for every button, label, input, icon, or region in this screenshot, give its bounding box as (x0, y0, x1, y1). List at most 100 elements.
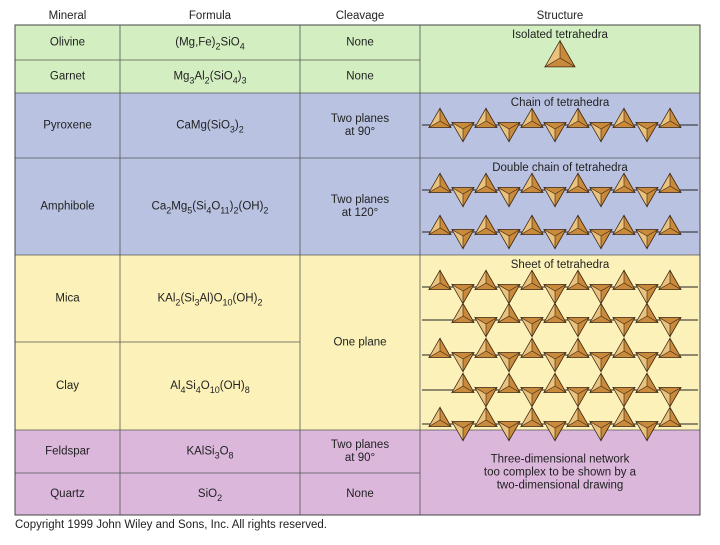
tetrahedron-edge (623, 185, 636, 193)
tetrahedron-edge (508, 352, 521, 360)
mineral-name: Clay (56, 380, 79, 392)
tetrahedron-face (543, 186, 556, 208)
tetrahedron-edge (462, 352, 475, 360)
tetrahedron-edge (554, 187, 567, 195)
mineral-name: Feldspar (45, 446, 90, 458)
tetrahedron-edge (623, 227, 636, 235)
tetrahedron-edge (462, 315, 475, 323)
tetrahedron-edge (485, 120, 498, 128)
tetrahedron-face (566, 269, 579, 291)
tetrahedron-edge (577, 120, 590, 128)
tetrahedron-face (658, 107, 671, 129)
tetrahedron-face (589, 372, 602, 394)
formula: Mg3Al2(SiO4)3 (173, 71, 246, 86)
tetrahedron-edge (508, 187, 521, 195)
tetrahedron-edge (554, 315, 567, 323)
tetrahedron-edge (600, 352, 613, 360)
tetrahedron-face (658, 386, 671, 408)
tetrahedron-edge (669, 227, 682, 235)
tetrahedron-edge (646, 385, 659, 393)
tetrahedron-edge (646, 352, 659, 360)
tetrahedron-face (566, 172, 579, 194)
tetrahedron-edge (508, 122, 521, 130)
tetrahedron-edge (485, 350, 498, 358)
tetrahedron-edge (669, 282, 682, 290)
tetrahedron-face (497, 228, 510, 250)
tetrahedron-edge (531, 317, 544, 325)
tetrahedron-edge (485, 387, 498, 395)
tetrahedron-edge (577, 387, 590, 395)
tetrahedron-edge (508, 385, 521, 393)
tetrahedron-face (497, 351, 510, 373)
tetrahedron-face (474, 406, 487, 428)
tetrahedron-edge (623, 419, 636, 427)
tetrahedron-face (451, 372, 464, 394)
column-header: Mineral (49, 10, 87, 22)
tetrahedron-face (520, 214, 533, 236)
row-background (15, 25, 700, 60)
tetrahedron-edge (554, 352, 567, 360)
tetrahedron-edge (439, 282, 452, 290)
tetrahedron-face (474, 107, 487, 129)
mineral-name: Olivine (50, 37, 85, 49)
tetrahedron-face (428, 172, 441, 194)
cleavage-text: Two planes (331, 439, 389, 451)
tetrahedron-edge (554, 284, 567, 292)
tetrahedron-edge (485, 419, 498, 427)
tetrahedron-face (543, 420, 556, 442)
formula: SiO2 (198, 488, 222, 503)
formula: Al4Si4O10(OH)8 (170, 380, 249, 395)
tetrahedron-face (428, 214, 441, 236)
tetrahedron-edge (531, 120, 544, 128)
tetrahedron-edge (508, 229, 521, 237)
row-background (15, 430, 700, 473)
tetrahedron-face (589, 186, 602, 208)
tetrahedron-edge (646, 122, 659, 130)
mineral-name: Amphibole (40, 201, 94, 213)
structure-text: Sheet of tetrahedra (511, 259, 610, 271)
cleavage-text: None (346, 488, 374, 500)
tetrahedron-face (544, 39, 561, 68)
cleavage-text: None (346, 37, 374, 49)
structure-text: Three-dimensional network (491, 454, 630, 466)
tetrahedron-face (520, 316, 533, 338)
tetrahedron-edge (508, 421, 521, 429)
formula: (Mg,Fe)2SiO4 (175, 37, 244, 52)
tetrahedron-face (566, 214, 579, 236)
tetrahedron-edge (646, 315, 659, 323)
tetrahedron-face (612, 316, 625, 338)
tetrahedron-face (451, 283, 464, 305)
tetrahedron-edge (462, 122, 475, 130)
tetrahedron-edge (439, 419, 452, 427)
tetrahedron-edge (600, 385, 613, 393)
structure-text: Isolated tetrahedra (512, 29, 609, 41)
tetrahedron-edge (485, 227, 498, 235)
formula: KAl2(Si3Al)O10(OH)2 (158, 293, 263, 308)
tetrahedron-face (451, 186, 464, 208)
tetrahedron-edge (462, 229, 475, 237)
tetrahedron-face (589, 121, 602, 143)
tetrahedron-edge (554, 385, 567, 393)
tetrahedron-edge (531, 185, 544, 193)
tetrahedron-edge (508, 284, 521, 292)
tetrahedron-edge (669, 120, 682, 128)
tetrahedron-face (612, 386, 625, 408)
tetrahedron-edge (554, 421, 567, 429)
tetrahedron-edge (531, 282, 544, 290)
tetrahedron-edge (439, 185, 452, 193)
cleavage-text: Two planes (331, 113, 389, 125)
copyright: Copyright 1999 John Wiley and Sons, Inc.… (15, 519, 327, 531)
tetrahedron-edge (508, 315, 521, 323)
tetrahedron-edge (600, 187, 613, 195)
tetrahedron-face (428, 337, 441, 359)
tetrahedron-edge (462, 284, 475, 292)
tetrahedron-edge (485, 282, 498, 290)
tetrahedron-face (612, 406, 625, 428)
column-header: Formula (189, 10, 232, 22)
tetrahedron-face (589, 283, 602, 305)
formula: Ca2Mg5(Si4O11)2(OH)2 (152, 201, 269, 216)
row-background (15, 158, 700, 255)
tetrahedron-edge (462, 385, 475, 393)
tetrahedron-edge (462, 187, 475, 195)
tetrahedron-face (635, 283, 648, 305)
